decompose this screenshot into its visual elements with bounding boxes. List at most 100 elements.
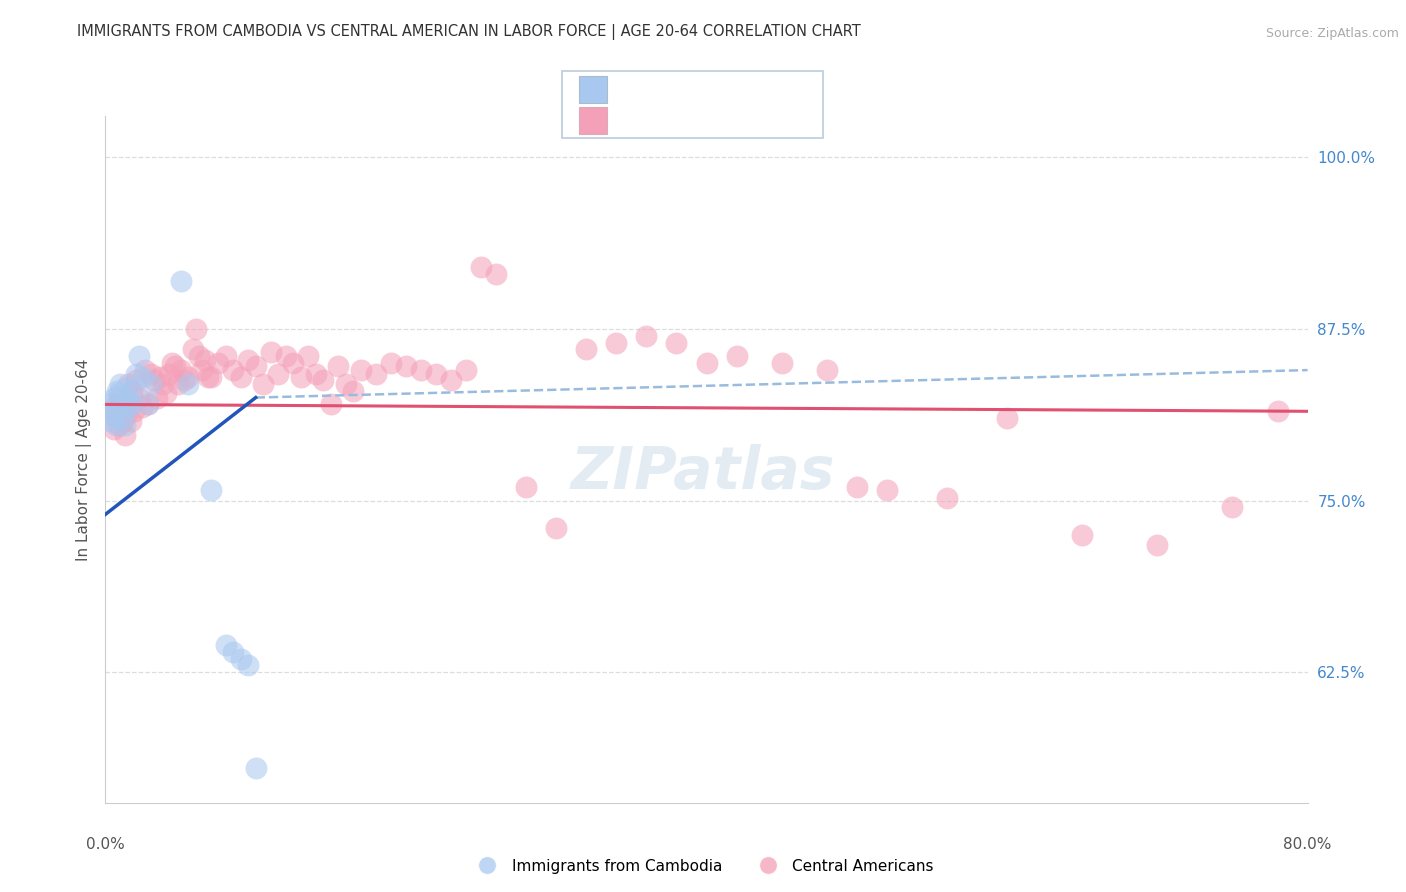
Point bbox=[115, 409, 138, 423]
Point bbox=[103, 391, 125, 405]
Point bbox=[194, 353, 217, 368]
Point bbox=[335, 376, 357, 391]
Point bbox=[260, 345, 283, 359]
Point bbox=[152, 376, 174, 391]
Point bbox=[97, 397, 120, 411]
Point bbox=[112, 397, 135, 411]
Point bbox=[454, 363, 477, 377]
Point bbox=[160, 356, 183, 370]
Point bbox=[1267, 404, 1289, 418]
Point bbox=[117, 391, 139, 405]
Point bbox=[222, 645, 245, 659]
Point bbox=[252, 376, 274, 391]
Point bbox=[139, 368, 162, 382]
Point bbox=[169, 363, 191, 377]
Point bbox=[118, 397, 141, 411]
Point bbox=[936, 491, 959, 505]
Point bbox=[104, 397, 127, 411]
Point bbox=[100, 414, 122, 428]
Point bbox=[214, 350, 236, 364]
Point bbox=[305, 368, 328, 382]
Point bbox=[163, 359, 186, 373]
Point bbox=[200, 483, 222, 497]
Point bbox=[665, 335, 688, 350]
Point bbox=[200, 370, 222, 384]
Point bbox=[139, 376, 162, 391]
Point bbox=[515, 480, 537, 494]
Point bbox=[725, 350, 748, 364]
Point bbox=[319, 397, 342, 411]
Point bbox=[124, 368, 146, 382]
Point bbox=[103, 422, 125, 436]
Text: 80.0%: 80.0% bbox=[1284, 837, 1331, 852]
Point bbox=[238, 658, 260, 673]
Point bbox=[470, 260, 492, 274]
Point bbox=[312, 373, 335, 387]
Point bbox=[283, 356, 305, 370]
Point bbox=[112, 414, 135, 428]
Point bbox=[380, 356, 402, 370]
Point bbox=[546, 521, 568, 535]
Point bbox=[101, 409, 124, 423]
Point bbox=[121, 384, 143, 398]
Point bbox=[290, 370, 312, 384]
Point bbox=[120, 414, 142, 428]
Point bbox=[111, 411, 134, 425]
Point bbox=[297, 350, 319, 364]
Point bbox=[350, 363, 373, 377]
Point bbox=[605, 335, 627, 350]
Point bbox=[1222, 500, 1244, 515]
Text: R =: R = bbox=[619, 112, 647, 128]
Text: 97: 97 bbox=[759, 112, 780, 128]
Point bbox=[238, 353, 260, 368]
Point bbox=[425, 368, 447, 382]
Point bbox=[328, 359, 350, 373]
Point bbox=[169, 274, 191, 288]
Point bbox=[114, 427, 136, 442]
Point bbox=[636, 328, 658, 343]
Point bbox=[166, 376, 188, 391]
Point bbox=[395, 359, 418, 373]
Point bbox=[108, 417, 131, 433]
Point bbox=[876, 483, 898, 497]
Legend: Immigrants from Cambodia, Central Americans: Immigrants from Cambodia, Central Americ… bbox=[465, 853, 941, 880]
Point bbox=[104, 417, 127, 433]
Point bbox=[770, 356, 793, 370]
Point bbox=[155, 386, 177, 401]
Point bbox=[145, 391, 167, 405]
Point bbox=[485, 267, 508, 281]
Point bbox=[177, 376, 200, 391]
Point bbox=[440, 373, 463, 387]
Text: -0.015: -0.015 bbox=[661, 112, 716, 128]
Point bbox=[274, 350, 297, 364]
Point bbox=[118, 400, 141, 414]
Point bbox=[101, 404, 124, 418]
Text: 0.0%: 0.0% bbox=[86, 837, 125, 852]
Point bbox=[184, 322, 207, 336]
Point bbox=[245, 359, 267, 373]
Point bbox=[120, 397, 142, 411]
Text: 26: 26 bbox=[759, 82, 780, 97]
Point bbox=[173, 373, 195, 387]
Point bbox=[409, 363, 432, 377]
Point bbox=[207, 356, 229, 370]
Point bbox=[177, 370, 200, 384]
Point bbox=[214, 638, 236, 652]
Text: Source: ZipAtlas.com: Source: ZipAtlas.com bbox=[1265, 27, 1399, 40]
Point bbox=[696, 356, 718, 370]
Point bbox=[229, 370, 252, 384]
Point bbox=[128, 391, 150, 405]
Point bbox=[197, 370, 219, 384]
Point bbox=[995, 411, 1018, 425]
Point bbox=[124, 373, 146, 387]
Point bbox=[1146, 537, 1168, 551]
Text: N =: N = bbox=[720, 82, 749, 97]
Point bbox=[845, 480, 868, 494]
Point bbox=[121, 386, 143, 401]
Point bbox=[114, 417, 136, 433]
Point bbox=[107, 411, 129, 425]
Text: R =: R = bbox=[619, 82, 647, 97]
Point bbox=[229, 651, 252, 665]
Point bbox=[815, 363, 838, 377]
Text: 0.080: 0.080 bbox=[661, 82, 709, 97]
